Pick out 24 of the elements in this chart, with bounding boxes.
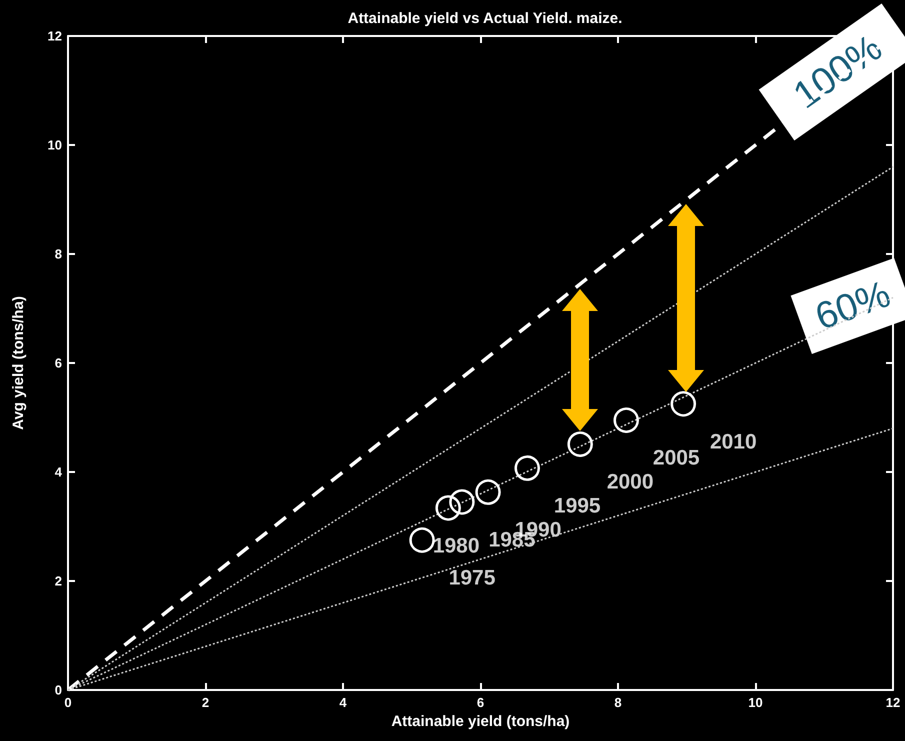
x-tick-label: 4: [339, 695, 348, 710]
annotation: 60%: [810, 273, 896, 339]
annotation: 1975: [448, 566, 496, 590]
chart-title: Attainable yield vs Actual Yield. maize.: [348, 10, 622, 27]
x-axis-title: Attainable yield (tons/ha): [391, 712, 570, 730]
annotation: 1980: [432, 534, 480, 558]
annotation: 1995: [554, 494, 601, 518]
y-tick-label: 0: [54, 682, 62, 698]
x-tick-label: 6: [476, 695, 484, 710]
annotation: 2005: [652, 446, 700, 470]
y-axis-title: Avg yield (tons/ha): [10, 296, 27, 430]
x-tick-label: 2: [202, 695, 210, 710]
y-tick-label: 4: [54, 464, 63, 480]
x-tick-label: 8: [614, 695, 622, 710]
y-tick-label: 10: [48, 138, 62, 152]
y-tick-label: 12: [48, 28, 62, 44]
annotation: 2010: [710, 430, 757, 454]
y-tick-label: 8: [54, 246, 62, 262]
y-tick-label: 6: [54, 356, 62, 370]
annotation: 2000: [606, 470, 654, 494]
x-tick-label: 12: [886, 695, 900, 710]
x-tick-label: 0: [64, 695, 72, 710]
y-tick-label: 2: [54, 574, 62, 588]
x-tick-label: 10: [748, 695, 763, 710]
